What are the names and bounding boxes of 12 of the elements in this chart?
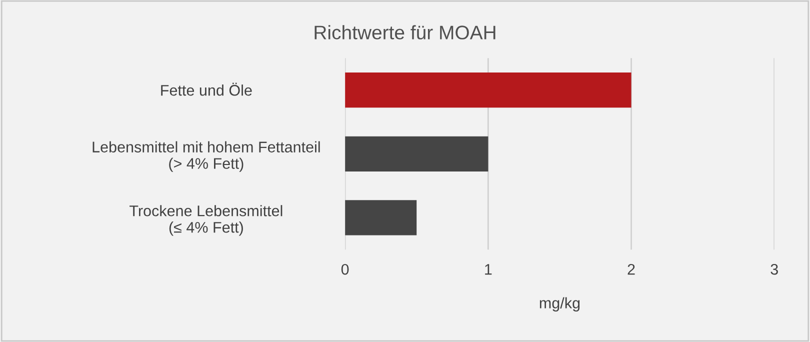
x-axis-title: mg/kg [540,297,580,312]
x-tick-label: 2 [628,264,635,275]
chart-title: Richtwerte für MOAH [314,25,496,40]
y-tick-label: Lebensmittel mit hohem Fettanteil (> 4% Fett) [92,141,320,172]
x-tick-label: 0 [341,264,349,275]
y-tick-label: Fette und Öle [161,82,252,96]
bar [345,72,632,108]
y-tick-label: Trockene Lebensmittel (≤ 4% Fett) [130,205,282,236]
x-tick-label: 3 [770,264,778,275]
bar [345,136,488,172]
x-tick-label: 1 [485,264,492,275]
bar [345,200,417,236]
